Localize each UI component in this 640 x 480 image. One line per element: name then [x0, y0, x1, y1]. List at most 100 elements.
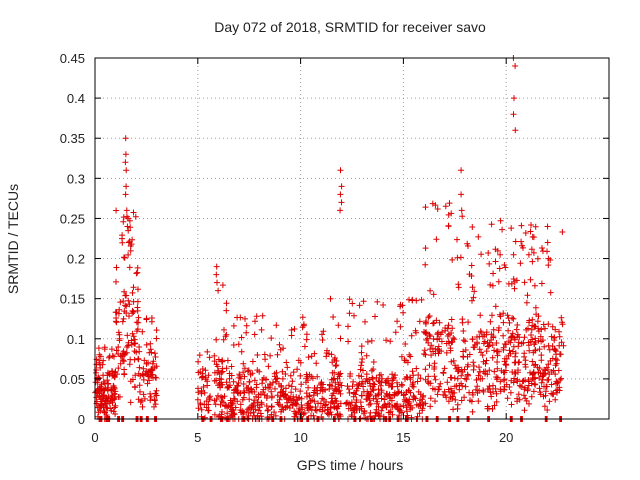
- data-point: [452, 362, 458, 369]
- data-point: [471, 288, 478, 295]
- data-point: [527, 228, 534, 235]
- data-point: [469, 297, 475, 304]
- data-point: [536, 385, 543, 392]
- data-point: [497, 378, 504, 385]
- data-point: [556, 333, 563, 340]
- data-point: [554, 386, 561, 393]
- data-point: [547, 357, 554, 364]
- data-point: [543, 383, 550, 390]
- data-point: [434, 336, 441, 343]
- data-point: [512, 63, 519, 69]
- data-point: [538, 379, 545, 386]
- data-point: [234, 398, 241, 405]
- data-point: [123, 292, 130, 299]
- data-point: [123, 344, 130, 350]
- data-point: [528, 332, 534, 338]
- data-point: [486, 260, 493, 267]
- data-point: [211, 352, 218, 359]
- data-point: [417, 375, 424, 382]
- data-point: [380, 302, 387, 308]
- data-point: [368, 337, 375, 344]
- data-point: [509, 369, 516, 375]
- data-point: [124, 223, 131, 230]
- data-point: [555, 367, 562, 374]
- data-point: [251, 412, 258, 419]
- data-point: [422, 400, 429, 407]
- data-point: [124, 332, 131, 339]
- y-tick-label: 0: [78, 412, 85, 427]
- data-point: [377, 382, 384, 389]
- data-point: [541, 343, 548, 350]
- data-point: [141, 357, 148, 364]
- data-point: [408, 414, 415, 421]
- data-point: [460, 353, 467, 360]
- data-point: [305, 354, 312, 361]
- data-point: [236, 372, 243, 379]
- data-point: [486, 339, 493, 346]
- data-point: [503, 341, 509, 348]
- data-point: [240, 360, 247, 367]
- data-point: [436, 386, 443, 393]
- data-point: [219, 394, 226, 401]
- data-point: [126, 264, 133, 271]
- data-point: [477, 312, 484, 319]
- data-point: [378, 395, 385, 402]
- data-point: [135, 356, 142, 363]
- data-point: [510, 276, 517, 282]
- data-point: [462, 338, 469, 345]
- data-point: [427, 395, 434, 402]
- data-point: [534, 255, 541, 262]
- data-point: [515, 391, 522, 398]
- data-point: [523, 299, 530, 306]
- data-point: [277, 346, 284, 353]
- data-point: [434, 391, 441, 398]
- data-point: [526, 347, 533, 354]
- data-point: [431, 366, 438, 372]
- data-point: [278, 384, 285, 390]
- data-point: [358, 362, 365, 369]
- data-point: [558, 314, 565, 321]
- data-point: [258, 326, 265, 333]
- data-point: [329, 383, 335, 390]
- data-point: [428, 342, 435, 349]
- data-point: [544, 239, 551, 246]
- data-point: [134, 307, 141, 314]
- data-point: [511, 279, 518, 285]
- data-point: [222, 333, 229, 340]
- data-point: [492, 258, 499, 265]
- data-point: [497, 313, 504, 320]
- data-point: [195, 369, 202, 376]
- data-point: [274, 375, 281, 382]
- data-point: [513, 326, 520, 333]
- data-point: [235, 341, 242, 348]
- data-point: [115, 329, 122, 336]
- data-point: [460, 328, 467, 334]
- data-point: [122, 135, 129, 142]
- data-point: [409, 368, 416, 375]
- data-point: [421, 347, 428, 354]
- data-point: [487, 389, 494, 396]
- data-point: [416, 410, 423, 417]
- data-point: [152, 401, 159, 408]
- data-point: [526, 319, 532, 326]
- data-point: [238, 409, 245, 416]
- data-point: [410, 393, 417, 399]
- data-point: [133, 270, 140, 277]
- data-point: [505, 280, 512, 287]
- data-point: [518, 383, 525, 390]
- data-point: [452, 396, 459, 403]
- data-point: [126, 238, 133, 245]
- data-point: [493, 398, 500, 405]
- data-point: [331, 387, 338, 394]
- data-point: [237, 401, 244, 408]
- data-point: [298, 381, 305, 388]
- data-point: [332, 363, 339, 369]
- data-point: [472, 386, 479, 393]
- data-point: [323, 350, 330, 356]
- data-point: [470, 294, 477, 301]
- data-point: [314, 373, 321, 380]
- data-point: [549, 323, 556, 330]
- data-point: [311, 398, 318, 405]
- data-point: [492, 303, 499, 310]
- data-point: [438, 338, 445, 345]
